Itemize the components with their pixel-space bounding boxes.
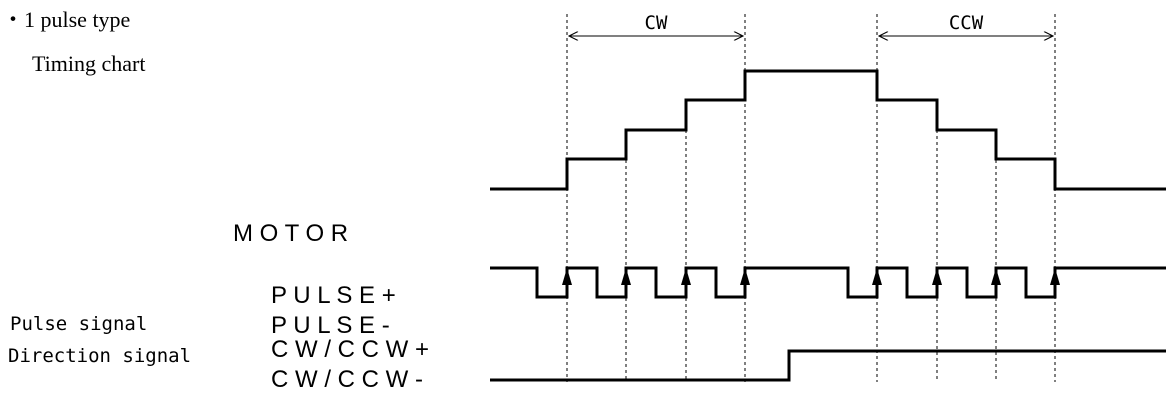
section-subtitle: Timing chart: [32, 51, 145, 76]
rising-edge-arrow: [621, 268, 631, 285]
ccw-span-label: CCW: [949, 12, 984, 34]
pulse-minus-label: P U L S E -: [271, 312, 390, 339]
pulse-plus-label: P U L S E +: [271, 282, 396, 309]
dir-minus-label: C W / C C W -: [271, 366, 423, 393]
cw-span-label: CW: [645, 12, 668, 34]
rising-edge-arrow: [681, 268, 691, 285]
rising-edge-arrow: [932, 268, 942, 285]
direction-waveform: [490, 349, 1166, 382]
pulse-signal-label: Pulse signal: [10, 313, 147, 335]
rising-edge-arrow: [740, 268, 750, 285]
direction-signal-label: Direction signal: [8, 345, 191, 367]
rising-edge-arrow: [991, 268, 1001, 285]
pulse-waveform: [490, 266, 1166, 299]
rising-edge-arrow: [872, 268, 882, 285]
ccw-span: CCW: [879, 12, 1053, 36]
dir-plus-label: C W / C C W +: [271, 336, 429, 363]
section-bullet-title: ・1 pulse type: [2, 7, 130, 32]
motor-label: M O T O R: [233, 220, 348, 247]
timing-guides: [566, 14, 1056, 382]
rising-edge-arrow: [562, 268, 572, 285]
cw-span: CW: [569, 12, 743, 36]
pulse-rising-edge-arrows: [562, 268, 1060, 285]
motor-waveform: [490, 69, 1166, 191]
rising-edge-arrow: [1050, 268, 1060, 285]
